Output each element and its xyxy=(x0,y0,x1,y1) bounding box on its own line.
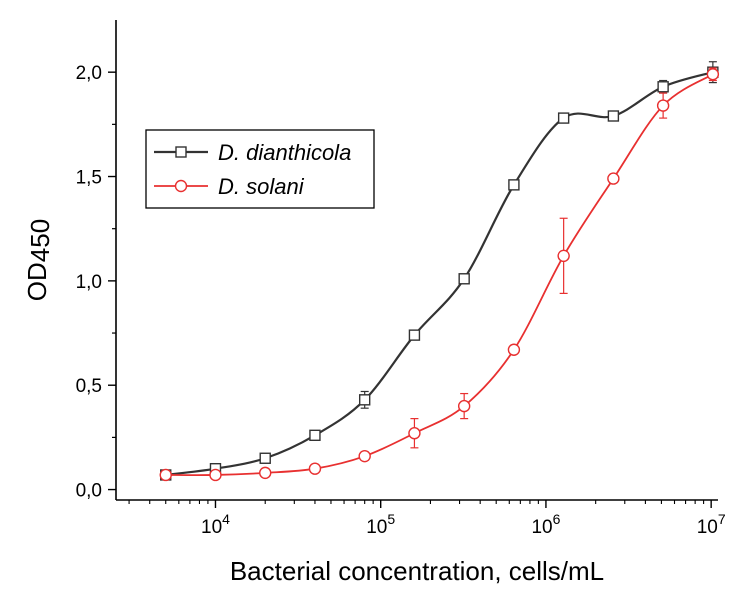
x-tick-label: 104 xyxy=(201,511,230,538)
axes: 0,0 0,5 1,0 1,5 2,0 104 105 106 107 xyxy=(76,20,726,538)
y-tick-label: 0,0 xyxy=(76,481,102,502)
x-axis-title: Bacterial concentration, cells/mL xyxy=(230,556,604,586)
data-point xyxy=(706,68,720,81)
data-point xyxy=(457,399,471,413)
data-point xyxy=(508,179,520,191)
x-tick-label: 105 xyxy=(366,511,395,538)
y-tick-label: 1,0 xyxy=(76,272,102,293)
data-point xyxy=(458,273,470,285)
data-point xyxy=(657,81,669,93)
data-point xyxy=(557,112,570,124)
data-point xyxy=(209,468,222,482)
legend-marker xyxy=(175,146,187,158)
data-point xyxy=(159,468,172,482)
data-point xyxy=(309,429,321,442)
x-tick-label: 106 xyxy=(531,511,560,538)
data-point xyxy=(259,452,271,464)
data-point xyxy=(358,449,371,463)
y-axis-title: OD450 xyxy=(22,219,55,301)
data-point xyxy=(408,329,421,341)
legend-label: D. solani xyxy=(218,174,305,199)
legend: D. dianthicola D. solani xyxy=(145,129,375,209)
data-point xyxy=(607,172,620,185)
data-point xyxy=(507,343,521,356)
data-point xyxy=(408,427,421,440)
data-point xyxy=(308,462,322,475)
data-point xyxy=(656,99,670,112)
series-dianthicola xyxy=(160,61,719,481)
plot-area xyxy=(159,61,720,482)
data-point xyxy=(358,394,371,406)
data-point xyxy=(259,466,272,480)
legend-marker xyxy=(174,179,188,193)
y-tick-label: 0,5 xyxy=(76,376,102,397)
legend-label: D. dianthicola xyxy=(218,140,351,165)
y-tick-label: 2,0 xyxy=(76,63,102,84)
y-tick-label: 1,5 xyxy=(76,168,102,189)
series-solani xyxy=(159,67,720,482)
legend-box xyxy=(145,129,375,209)
data-point xyxy=(607,110,620,122)
data-point xyxy=(557,249,570,263)
x-tick-label: 107 xyxy=(697,511,726,538)
